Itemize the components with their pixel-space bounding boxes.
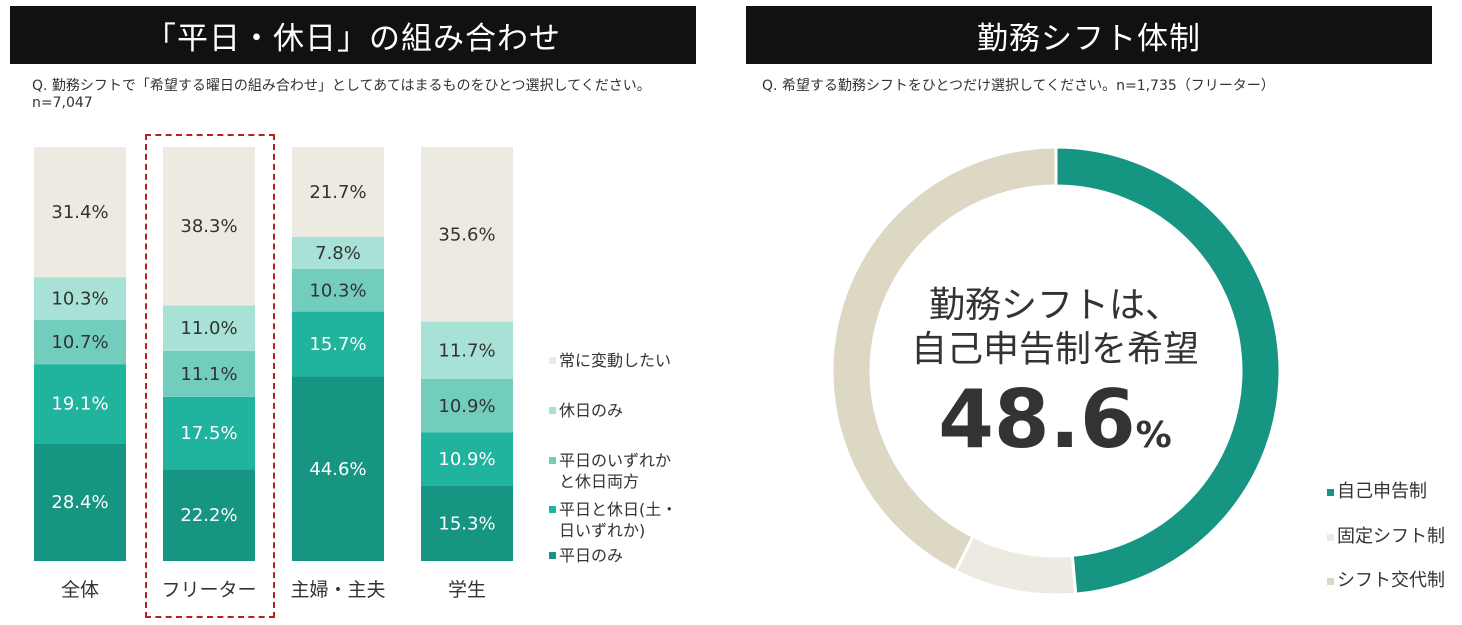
bar-segment — [34, 277, 126, 320]
legend-label: 固定シフト制 — [1337, 526, 1445, 547]
bar-data-label: 10.3% — [51, 288, 108, 309]
bar-data-label: 10.7% — [51, 332, 108, 353]
legend-swatch — [549, 552, 556, 559]
bar-data-label: 31.4% — [51, 202, 108, 223]
left-question: Q. 勤務シフトで「希望する曜日の組み合わせ」としてあてはまるものをひとつ選択し… — [32, 78, 651, 94]
donut-slice — [953, 534, 1078, 597]
bar-segment — [163, 469, 255, 561]
legend-swatch — [549, 357, 556, 364]
bar-segment — [292, 269, 384, 312]
bar-data-label: 11.1% — [180, 364, 237, 385]
left-panel-title: 「平日・休日」の組み合わせ — [10, 6, 696, 64]
bar-data-label: 7.8% — [315, 243, 361, 264]
bar-segment — [292, 147, 384, 237]
bar-segment — [34, 443, 126, 561]
bar-data-label: 10.9% — [438, 449, 495, 470]
highlight-box-freeter — [145, 134, 275, 618]
bar-segment — [163, 147, 255, 306]
category-label: フリーター — [161, 579, 256, 601]
legend-item: 固定シフト制 — [1327, 526, 1445, 547]
bar-data-label: 19.1% — [51, 394, 108, 415]
category-label: 全体 — [61, 579, 99, 601]
center-value-unit: % — [1135, 415, 1172, 456]
bar-data-label: 10.3% — [309, 280, 366, 301]
bar-data-label: 21.7% — [309, 182, 366, 203]
donut-slice — [1054, 145, 1282, 596]
center-value-number: 48.6 — [938, 373, 1136, 466]
legend-label: 常に変動したい — [559, 351, 672, 370]
left-sample-size: n=7,047 — [32, 95, 93, 111]
legend-label: シフト交代制 — [1337, 570, 1445, 591]
legend-item: 平日と休日(土・ 日いずれか) — [549, 499, 677, 541]
bar-segment — [421, 147, 513, 322]
bar-data-label: 35.6% — [438, 224, 495, 245]
legend-label: 平日のいずれか と休日両方 — [559, 451, 672, 491]
legend-item: 平日のみ — [549, 545, 623, 566]
bar-segment — [34, 364, 126, 444]
category-label: 主婦・主夫 — [290, 579, 385, 601]
bar-segment — [292, 311, 384, 377]
bar-data-label: 10.9% — [438, 396, 495, 417]
bar-segment — [292, 236, 384, 270]
legend-label: 休日のみ — [559, 401, 624, 420]
bar-data-label: 44.6% — [309, 459, 366, 480]
right-panel-title: 勤務シフト体制 — [746, 6, 1432, 64]
donut-center-line2: 自己申告制を希望 — [910, 329, 1199, 370]
legend-label: 平日のみ — [559, 546, 624, 565]
legend-swatch — [549, 457, 556, 464]
donut-center-value: 48.6% — [855, 372, 1255, 484]
bar-data-label: 22.2% — [180, 505, 237, 526]
bar-data-label: 28.4% — [51, 492, 108, 513]
bar-data-label: 11.0% — [180, 318, 237, 339]
bar-data-label: 15.7% — [309, 334, 366, 355]
bar-data-label: 15.3% — [438, 513, 495, 534]
legend-label: 平日と休日(土・ 日いずれか) — [559, 500, 678, 540]
right-question: Q. 希望する勤務シフトをひとつだけ選択してください。n=1,735（フリーター… — [762, 78, 1275, 94]
legend-swatch — [1327, 489, 1334, 496]
legend-item: シフト交代制 — [1327, 570, 1445, 591]
bar-segment — [421, 432, 513, 486]
legend-swatch — [549, 506, 556, 513]
legend-swatch — [549, 407, 556, 414]
legend-swatch — [1327, 578, 1334, 585]
donut-slice — [830, 145, 1058, 574]
donut-center-line1: 勤務シフトは、 — [928, 285, 1181, 326]
legend-item: 平日のいずれか と休日両方 — [549, 450, 671, 492]
bar-segment — [292, 376, 384, 561]
bar-segment — [163, 396, 255, 470]
bar-segment — [421, 321, 513, 380]
bar-segment — [34, 319, 126, 365]
legend-item: 休日のみ — [549, 400, 623, 421]
bar-segment — [421, 379, 513, 433]
bar-data-label: 17.5% — [180, 423, 237, 444]
bar-segment — [163, 305, 255, 351]
category-label: 学生 — [448, 579, 486, 601]
bar-segment — [421, 485, 513, 561]
bar-segment — [34, 147, 126, 278]
bar-data-label: 38.3% — [180, 216, 237, 237]
legend-item: 自己申告制 — [1327, 481, 1427, 502]
bar-segment — [163, 350, 255, 397]
legend-swatch — [1327, 534, 1334, 541]
legend-item: 常に変動したい — [549, 350, 671, 371]
bar-data-label: 11.7% — [438, 340, 495, 361]
legend-label: 自己申告制 — [1337, 481, 1427, 502]
